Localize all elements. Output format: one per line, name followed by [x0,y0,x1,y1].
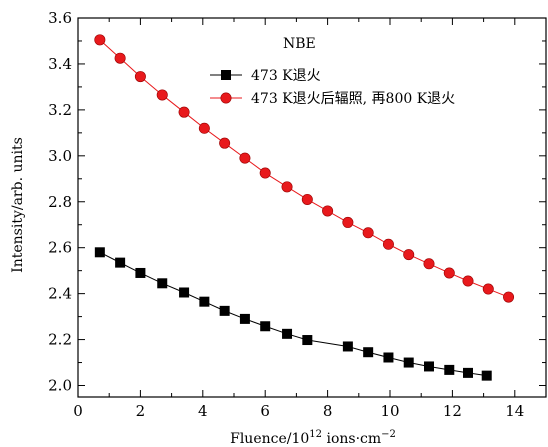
data-point [383,352,394,363]
data-point [482,283,494,295]
data-point [342,341,353,352]
data-point [424,361,434,372]
series-line-1 [99,251,487,377]
x-axis-title-exp: 12 [309,429,322,440]
x-axis-title-units-exp: −2 [381,429,396,440]
legend-marker-2 [220,92,232,104]
data-point [199,296,210,307]
data-point [156,89,168,101]
data-point [463,367,473,378]
y-tick-label: 2.4 [48,285,72,303]
x-axis-title: Fluence/1012 ions·cm−2 [230,429,396,447]
data-point [198,122,210,134]
data-point [157,278,168,289]
data-point [135,267,146,278]
legend-label-1: 473 K退火 [251,68,321,84]
x-tick-label: 6 [260,402,270,420]
data-point [219,137,231,149]
data-point [322,205,334,217]
y-tick-label: 3.4 [48,55,72,73]
x-axis-title-main: Fluence/10 [230,431,309,447]
data-point [444,364,455,375]
plot-frame [77,17,547,398]
y-axis-title: Intensity/arb. units [10,137,26,273]
axes: 0 2 4 6 8 10 12 14 2.0 2.2 2.4 2.6 2.8 3.0 3.2 3.4 3.6 [48,9,547,420]
data-point [115,257,126,268]
data-point [134,71,146,83]
data-point [342,216,354,228]
y-tick-label: 3.6 [48,9,72,27]
y-tick-label: 2.0 [48,377,72,395]
data-point [114,52,126,64]
x-tick-label: 12 [443,402,462,420]
data-point [302,335,313,346]
data-point [481,370,492,381]
y-tick-label: 3.0 [48,147,72,165]
x-tick-label: 2 [136,402,146,420]
x-tick-label: 0 [73,402,83,420]
data-point [403,357,414,368]
data-point [94,34,106,46]
data-point [382,238,394,250]
data-point [462,275,474,287]
data-point [281,181,293,193]
series-group [94,34,515,381]
y-tick-label: 3.2 [48,101,72,119]
data-point [423,258,435,270]
y-tick-label: 2.2 [48,331,72,349]
data-point [403,249,415,261]
x-axis-title-units: ions·cm [322,431,381,447]
data-point [239,152,251,164]
data-point [282,328,293,339]
data-point [94,247,105,258]
data-point [239,313,250,324]
x-tick-label: 10 [380,402,399,420]
y-tick-label: 2.6 [48,239,72,257]
data-point [301,193,313,205]
data-point [363,347,374,358]
legend-label-2: 473 K退火后辐照, 再800 K退火 [251,91,455,107]
data-point [178,106,190,118]
legend: NBE 473 K退火 473 K退火后辐照, 再800 K退火 [210,36,455,107]
data-point [219,305,230,316]
data-point [259,167,271,179]
x-tick-label: 4 [198,402,208,420]
x-tick-label: 8 [323,402,333,420]
plot-area [77,17,547,398]
data-point [443,267,455,279]
axis-titles: Intensity/arb. units Fluence/1012 ions·c… [10,137,396,447]
data-point [260,321,271,332]
data-point [362,227,374,239]
legend-title: NBE [283,36,316,52]
legend-marker-1 [221,70,231,80]
y-tick-label: 2.8 [48,193,72,211]
x-tick-label: 14 [505,402,524,420]
data-point [179,287,190,298]
data-point [503,291,515,303]
